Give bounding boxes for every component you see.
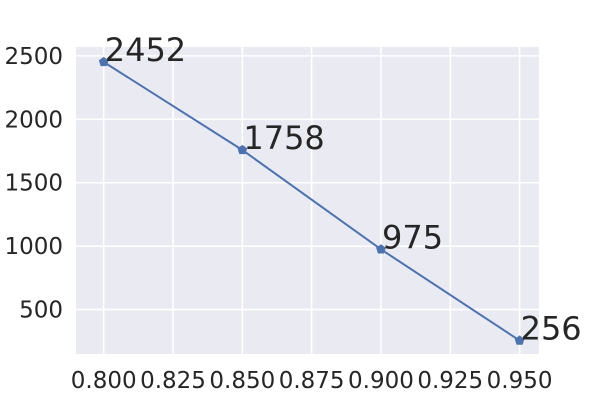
y-tick-label: 500 <box>19 298 63 324</box>
data-point-marker <box>237 144 248 155</box>
x-tick-label: 0.900 <box>348 368 414 394</box>
data-label: 256 <box>521 310 582 348</box>
data-point-marker <box>98 56 109 67</box>
x-tick-label: 0.825 <box>140 368 206 394</box>
x-tick-label: 0.925 <box>417 368 483 394</box>
data-label: 1758 <box>243 119 324 157</box>
y-tick-label: 1500 <box>4 171 63 197</box>
series-group <box>98 56 525 345</box>
y-tick-label: 1000 <box>4 234 63 260</box>
series-line <box>103 61 521 342</box>
y-tick-label: 2000 <box>4 107 63 133</box>
x-tick-label: 0.800 <box>71 368 137 394</box>
data-point-marker <box>376 244 386 254</box>
x-tick-label: 0.875 <box>279 368 345 394</box>
grid-lines <box>76 47 539 354</box>
data-label: 975 <box>382 218 443 256</box>
data-labels: 2452 1758 975 256 <box>105 31 582 348</box>
data-point-marker <box>514 335 525 345</box>
x-tick-label: 0.950 <box>487 368 553 394</box>
data-label: 2452 <box>105 31 186 69</box>
x-tick-label: 0.850 <box>209 368 275 394</box>
y-axis-ticks: 500 1000 1500 2000 2500 <box>4 44 63 324</box>
x-axis-ticks: 0.800 0.825 0.850 0.875 0.900 0.925 0.950 <box>71 368 553 394</box>
y-tick-label: 2500 <box>4 44 63 70</box>
